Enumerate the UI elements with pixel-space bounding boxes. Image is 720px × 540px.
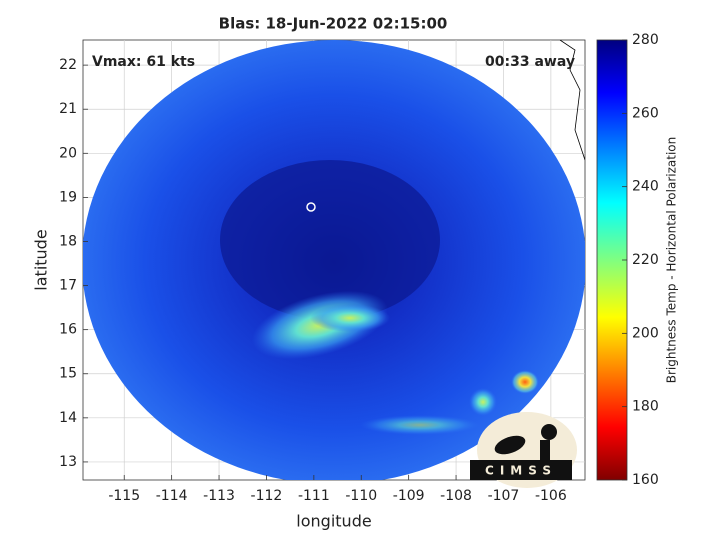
y-tick-label: 15 <box>59 366 77 382</box>
x-tick-label: -110 <box>345 488 377 504</box>
y-tick-label: 13 <box>59 454 77 470</box>
x-axis-label: longitude <box>296 512 371 531</box>
y-tick-label: 22 <box>59 57 77 73</box>
axes: -115 -114 -113 -112 -111 -110 -109 -108 -107 -106… <box>59 57 567 504</box>
x-tick-label: -114 <box>156 488 188 504</box>
colorbar-label: Brightness Temp - Horizontal Polarizatio… <box>665 137 679 384</box>
annotation: Vmax: 61 kts <box>92 54 195 70</box>
x-tick-label: -113 <box>203 488 235 504</box>
annotation: 00:33 away <box>485 54 575 70</box>
x-tick-label: -106 <box>535 488 567 504</box>
y-tick-label: 16 <box>59 322 77 338</box>
colorbar-tick-label: 160 <box>632 472 659 488</box>
y-tick-label: 19 <box>59 189 77 205</box>
logo-text: CIMSS <box>485 464 557 478</box>
x-tick-label: -108 <box>440 488 472 504</box>
y-axis-label: latitude <box>32 229 51 290</box>
y-tick-label: 18 <box>59 233 77 249</box>
y-tick-label: 17 <box>59 278 77 294</box>
satellite-image <box>83 40 585 480</box>
x-tick-label: -115 <box>108 488 140 504</box>
colorbar-tick-label: 260 <box>632 105 659 121</box>
chart-title: Blas: 18-Jun-2022 02:15:00 <box>219 15 448 33</box>
colorbar-tick-label: 180 <box>632 399 659 415</box>
colorbar-axis: 160 180 200 220 240 260 280 <box>622 32 659 488</box>
x-tick-label: -109 <box>393 488 425 504</box>
colorbar-tick-label: 240 <box>632 179 659 195</box>
colorbar-tick-label: 220 <box>632 252 659 268</box>
y-tick-label: 14 <box>59 410 77 426</box>
y-tick-label: 20 <box>59 145 77 161</box>
colorbar-tick-label: 200 <box>632 325 659 341</box>
y-tick-label: 21 <box>59 101 77 117</box>
x-tick-label: -112 <box>251 488 283 504</box>
x-tick-label: -111 <box>298 488 330 504</box>
colorbar-tick-label: 280 <box>632 32 659 48</box>
logo: CIMSS <box>470 412 577 488</box>
x-tick-label: -107 <box>488 488 520 504</box>
